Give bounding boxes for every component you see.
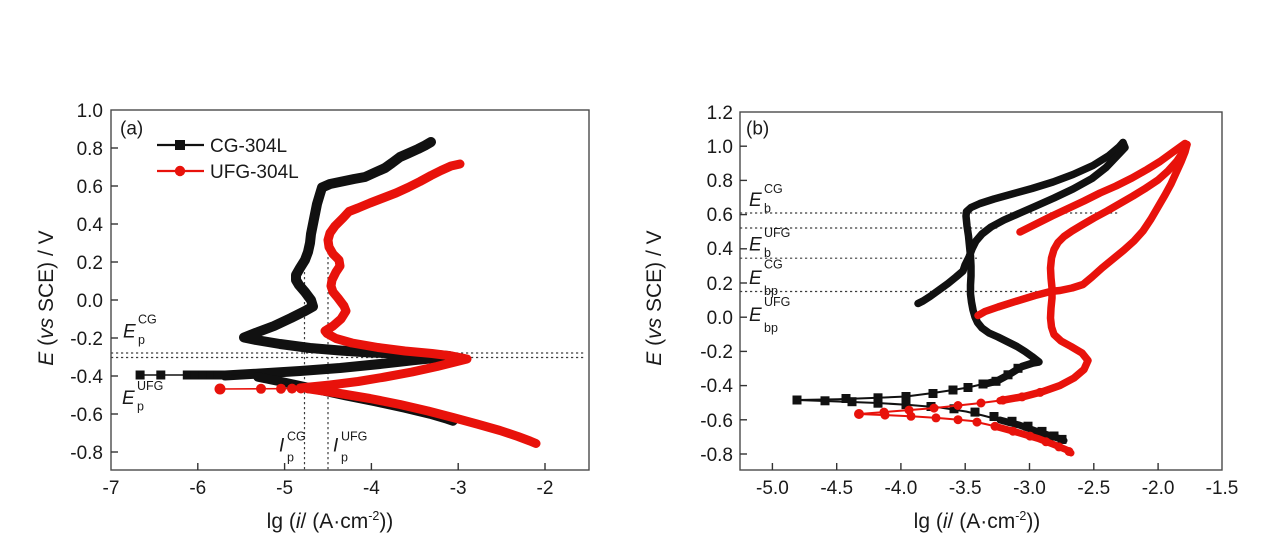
svg-text:-5: -5 [276,478,293,499]
svg-text:0.4: 0.4 [77,215,104,236]
svg-text:E: E [749,268,762,289]
svg-text:p: p [138,333,145,347]
svg-text:E: E [122,388,135,409]
svg-text:(b): (b) [746,119,769,140]
svg-text:-2.0: -2.0 [1142,478,1175,499]
svg-text:p: p [341,451,348,465]
svg-text:0.0: 0.0 [707,308,733,329]
svg-text:-0.4: -0.4 [700,376,733,397]
svg-text:1.0: 1.0 [77,101,103,122]
svg-text:E: E [749,235,762,256]
svg-text:-0.8: -0.8 [70,443,103,464]
svg-text:I: I [333,436,339,457]
svg-text:CG: CG [138,313,157,327]
svg-text:-4: -4 [363,478,380,499]
svg-text:-2.5: -2.5 [1077,478,1110,499]
svg-text:CG-304L: CG-304L [210,136,287,157]
svg-text:CG: CG [764,182,783,196]
svg-text:-4.5: -4.5 [820,478,853,499]
svg-text:E: E [749,190,762,211]
svg-text:UFG: UFG [764,226,790,240]
svg-text:I: I [279,436,285,457]
svg-text:E: E [749,305,762,326]
svg-text:0.6: 0.6 [77,177,103,198]
svg-text:-5.0: -5.0 [756,478,789,499]
svg-text:-0.2: -0.2 [70,329,103,350]
svg-text:-3: -3 [450,478,467,499]
svg-text:-6: -6 [189,478,206,499]
svg-text:UFG: UFG [137,379,163,393]
svg-text:1.2: 1.2 [707,103,733,124]
svg-text:b: b [764,202,771,216]
svg-text:b: b [764,246,771,260]
svg-text:0.8: 0.8 [77,139,103,160]
svg-text:E (vs SCE) / V: E (vs SCE) / V [643,230,666,365]
svg-text:UFG: UFG [764,295,790,309]
svg-text:1.0: 1.0 [707,137,733,158]
svg-text:0.2: 0.2 [707,274,733,295]
svg-text:E: E [123,322,136,343]
svg-text:-0.2: -0.2 [700,342,733,363]
svg-text:-0.6: -0.6 [700,411,733,432]
svg-text:-0.8: -0.8 [700,445,733,466]
svg-text:0.6: 0.6 [707,205,733,226]
svg-text:-7: -7 [103,478,120,499]
svg-text:bp: bp [764,321,778,335]
svg-text:0.8: 0.8 [707,171,733,192]
svg-text:0.4: 0.4 [707,239,734,260]
svg-text:-2: -2 [537,478,554,499]
svg-text:-0.6: -0.6 [70,405,103,426]
svg-text:bp: bp [764,284,778,298]
svg-text:UFG: UFG [341,430,367,444]
svg-text:p: p [287,451,294,465]
svg-text:E (vs SCE) / V: E (vs SCE) / V [35,230,58,365]
svg-text:0.2: 0.2 [77,253,103,274]
svg-text:(a): (a) [120,119,143,140]
svg-text:-3.0: -3.0 [1013,478,1046,499]
svg-text:UFG-304L: UFG-304L [210,162,299,183]
svg-text:-3.5: -3.5 [949,478,982,499]
svg-text:p: p [137,400,144,414]
svg-text:0.0: 0.0 [77,291,103,312]
svg-text:-4.0: -4.0 [885,478,918,499]
svg-text:CG: CG [287,430,306,444]
svg-text:-1.5: -1.5 [1206,478,1239,499]
svg-text:CG: CG [764,258,783,272]
svg-text:-0.4: -0.4 [70,367,103,388]
